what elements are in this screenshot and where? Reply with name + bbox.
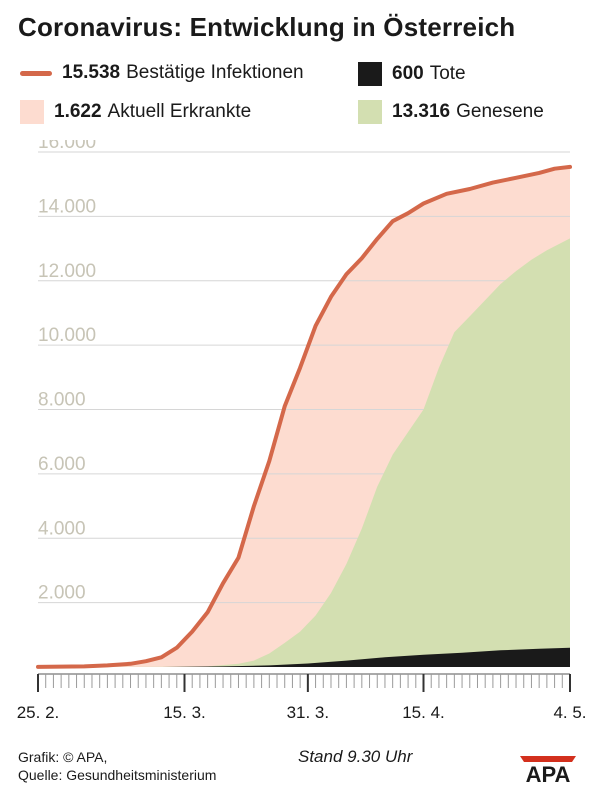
area-chart: 2.000 4.000 6.000 8.000 10.000 12.000 14.000 16… bbox=[17, 140, 587, 722]
legend-label-sick: Aktuell Erkrankte bbox=[107, 101, 252, 122]
legend-value-deaths: 600 bbox=[392, 63, 424, 84]
legend-value-sick: 1.622 bbox=[54, 101, 102, 122]
legend-item-recovered: 13.316 Genesene bbox=[358, 100, 544, 124]
confirmed-infections-line bbox=[36, 164, 572, 669]
legend-label-infected: Bestätige Infektionen bbox=[126, 62, 304, 83]
xtick-label-3: 15. 4. bbox=[402, 703, 445, 722]
legend-item-sick: 1.622 Aktuell Erkrankte bbox=[20, 100, 251, 124]
stand-text: Stand 9.30 Uhr bbox=[298, 747, 413, 766]
ytick-label-16000: 16.000 bbox=[38, 140, 96, 153]
ytick-label-14000: 14.000 bbox=[38, 196, 96, 217]
footer-credit: Grafik: © APA, Quelle: Gesundheitsminist… bbox=[18, 748, 216, 784]
legend-swatch-sick bbox=[20, 100, 44, 124]
legend-label-deaths: Tote bbox=[429, 63, 466, 84]
legend-label-recovered: Genesene bbox=[456, 101, 544, 122]
xtick-label-1: 15. 3. bbox=[163, 703, 206, 722]
ytick-label-10000: 10.000 bbox=[38, 325, 96, 346]
ytick-label-4000: 4.000 bbox=[38, 518, 86, 539]
legend-swatch-recovered bbox=[358, 100, 382, 124]
legend-item-deaths: 600 Tote bbox=[358, 62, 466, 86]
legend-swatch-infected bbox=[20, 70, 52, 76]
apa-logo: APA bbox=[520, 756, 576, 784]
legend-value-recovered: 13.316 bbox=[392, 101, 451, 122]
xtick-label-0: 25. 2. bbox=[17, 703, 60, 722]
recovered-area bbox=[38, 238, 570, 667]
xtick-label-2: 31. 3. bbox=[287, 703, 330, 722]
xtick-label-4: 4. 5. bbox=[553, 703, 586, 722]
ytick-label-6000: 6.000 bbox=[38, 454, 86, 475]
deaths-area bbox=[38, 647, 570, 667]
ytick-label-8000: 8.000 bbox=[38, 390, 86, 411]
legend-value-infected: 15.538 bbox=[62, 62, 121, 83]
ytick-label-2000: 2.000 bbox=[38, 583, 86, 604]
credit-text: Grafik: © APA, bbox=[18, 749, 108, 765]
legend-item-infected: 15.538 Bestätige Infektionen bbox=[20, 62, 304, 84]
legend-swatch-deaths bbox=[358, 62, 382, 86]
chart-title: Coronavirus: Entwicklung in Österreich bbox=[18, 12, 516, 42]
apa-logo-text: APA bbox=[526, 762, 571, 784]
ytick-label-12000: 12.000 bbox=[38, 261, 96, 282]
source-text: Quelle: Gesundheitsministerium bbox=[18, 767, 217, 783]
